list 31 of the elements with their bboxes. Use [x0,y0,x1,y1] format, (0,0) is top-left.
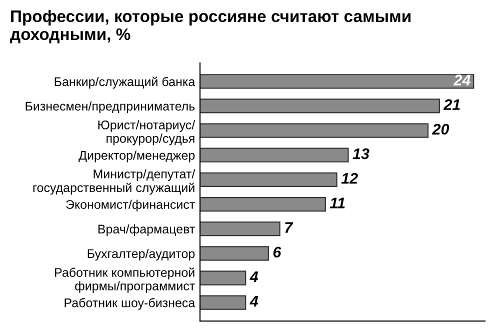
y-tick-label: Бухгалтер/аудитор [88,248,195,261]
bar [200,295,246,310]
y-tick-label: Министр/депутат/ государственный служащий [33,169,196,195]
data-label: 13 [352,148,370,160]
data-label: 6 [273,246,282,258]
data-label: 21 [443,99,460,110]
chart-title: Профессии, которые россияне считают самыми доходными, % [10,10,410,44]
data-label: 12 [341,172,358,184]
bar [200,98,440,114]
data-label: 7 [285,222,294,233]
data-label: 11 [330,198,345,208]
bar [200,246,269,261]
y-tick-label: Директор/менеджер [78,150,195,162]
bar [200,74,474,89]
y-tick-label: Бизнесмен/предприниматель [26,101,195,114]
bar [200,148,349,162]
bar [200,270,246,286]
y-tick-label: Врач/фармацевт [98,224,195,236]
y-tick-label: Экономист/финансист [66,200,195,212]
bar [200,172,338,188]
y-tick-label: Юрист/нотариус/ прокурор/судья [98,120,196,146]
bar [200,196,326,212]
data-label: 4 [250,271,258,282]
data-label: 20 [432,124,450,135]
bar [200,222,280,236]
y-tick-label: Работник шоу-бизнеса [64,298,196,310]
y-tick-label: Работник компьютерной фирмы/программист [55,268,195,293]
bar [200,123,429,138]
data-label: 24 [454,74,470,86]
y-tick-label: Банкир/служащий банка [54,76,196,89]
data-label: 4 [250,296,258,307]
